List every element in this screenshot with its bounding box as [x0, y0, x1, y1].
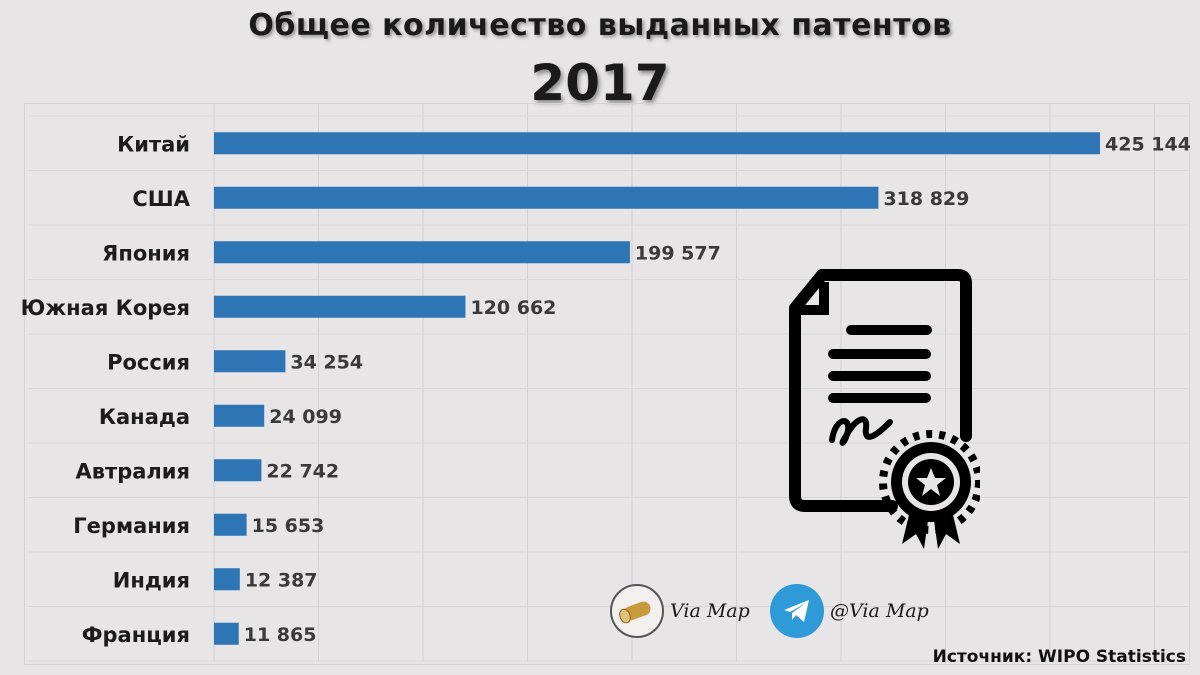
- telegram-handle: @Via Map: [830, 600, 929, 622]
- via-map-label: Via Map: [670, 600, 750, 622]
- bar: [214, 459, 262, 482]
- category-label: Германия: [73, 514, 190, 538]
- value-label: 34 254: [290, 351, 363, 373]
- category-label: Автралия: [76, 459, 191, 483]
- bar: [214, 568, 240, 591]
- value-label: 15 653: [252, 515, 325, 537]
- value-label: 11 865: [244, 624, 317, 646]
- category-label: США: [132, 187, 190, 211]
- bar: [214, 295, 466, 318]
- category-label: Канада: [99, 405, 190, 429]
- bar: [214, 513, 247, 536]
- scroll-icon: [610, 584, 664, 638]
- telegram-icon: [770, 584, 824, 638]
- value-label: 24 099: [269, 406, 342, 428]
- chart-year: 2017: [530, 54, 670, 112]
- via-map-logo[interactable]: Via Map: [610, 584, 750, 638]
- category-label: Япония: [102, 241, 190, 265]
- bar: [214, 186, 879, 209]
- value-label: 318 829: [883, 188, 969, 210]
- value-label: 12 387: [245, 569, 318, 591]
- category-label: Китай: [117, 132, 190, 156]
- value-label: 425 144: [1105, 133, 1191, 155]
- bar: [214, 404, 265, 427]
- source-note: Источник: WIPO Statistics: [932, 647, 1186, 667]
- bar: [214, 132, 1100, 155]
- category-label: Россия: [107, 350, 190, 374]
- telegram-logo[interactable]: @Via Map: [770, 584, 929, 638]
- category-label: Франция: [82, 623, 190, 647]
- value-label: 120 662: [470, 297, 556, 319]
- chart-title: Общее количество выданных патентов: [248, 8, 952, 43]
- value-label: 199 577: [635, 242, 721, 264]
- category-label: Индия: [113, 568, 190, 592]
- bar: [214, 241, 630, 264]
- value-label: 22 742: [266, 460, 339, 482]
- bar: [214, 350, 286, 373]
- bar: [214, 622, 239, 645]
- plot-frame: [24, 103, 1190, 665]
- certificate-document-icon: [789, 269, 980, 549]
- category-label: Южная Корея: [21, 296, 190, 320]
